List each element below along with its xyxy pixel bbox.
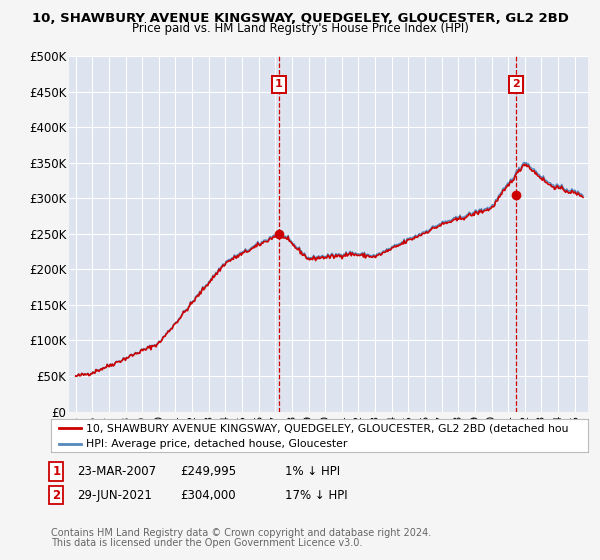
Text: £304,000: £304,000: [180, 488, 236, 502]
Text: This data is licensed under the Open Government Licence v3.0.: This data is licensed under the Open Gov…: [51, 538, 362, 548]
Text: 23-MAR-2007: 23-MAR-2007: [77, 465, 156, 478]
Text: Contains HM Land Registry data © Crown copyright and database right 2024.: Contains HM Land Registry data © Crown c…: [51, 528, 431, 538]
Text: £249,995: £249,995: [180, 465, 236, 478]
Text: 1: 1: [275, 80, 283, 90]
Text: 1: 1: [52, 465, 61, 478]
Text: Price paid vs. HM Land Registry's House Price Index (HPI): Price paid vs. HM Land Registry's House …: [131, 22, 469, 35]
Text: 2: 2: [512, 80, 520, 90]
Text: 2: 2: [52, 488, 61, 502]
Text: 29-JUN-2021: 29-JUN-2021: [77, 488, 152, 502]
Text: HPI: Average price, detached house, Gloucester: HPI: Average price, detached house, Glou…: [86, 438, 347, 449]
Text: 10, SHAWBURY AVENUE KINGSWAY, QUEDGELEY, GLOUCESTER, GL2 2BD: 10, SHAWBURY AVENUE KINGSWAY, QUEDGELEY,…: [32, 12, 568, 25]
Text: 17% ↓ HPI: 17% ↓ HPI: [285, 488, 347, 502]
Text: 1% ↓ HPI: 1% ↓ HPI: [285, 465, 340, 478]
Text: 10, SHAWBURY AVENUE KINGSWAY, QUEDGELEY, GLOUCESTER, GL2 2BD (detached hou: 10, SHAWBURY AVENUE KINGSWAY, QUEDGELEY,…: [86, 423, 568, 433]
